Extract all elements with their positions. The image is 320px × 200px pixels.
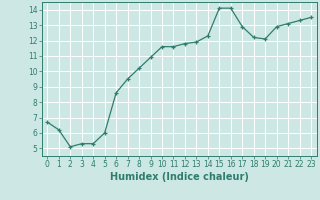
X-axis label: Humidex (Indice chaleur): Humidex (Indice chaleur) bbox=[110, 172, 249, 182]
